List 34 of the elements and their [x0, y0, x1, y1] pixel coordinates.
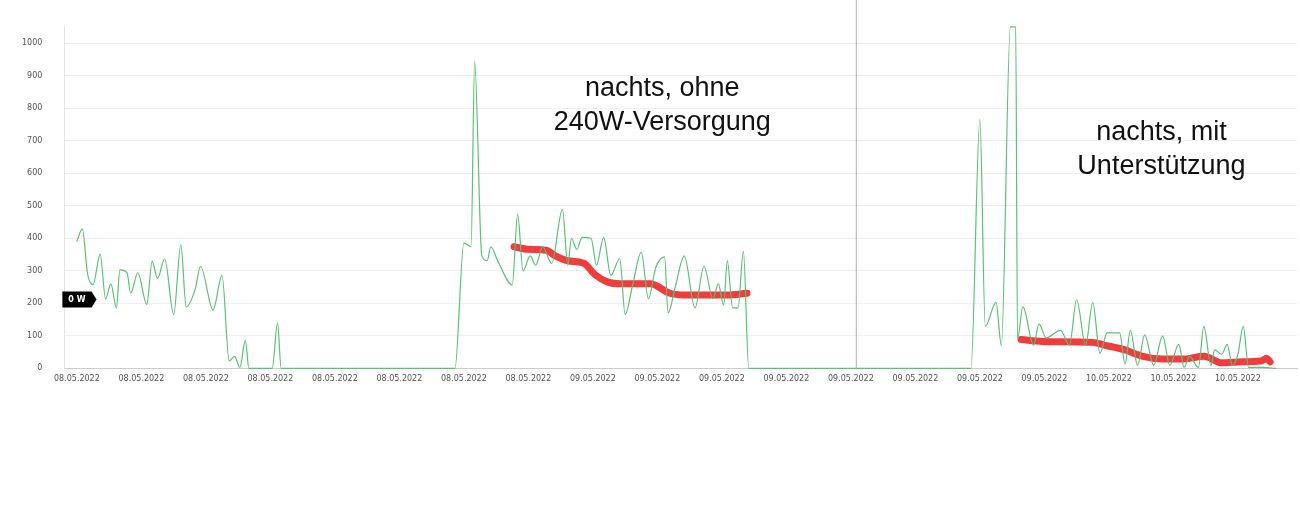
- y-tick-label: 800: [27, 103, 43, 113]
- x-tick-label: 09.05.2022: [763, 374, 810, 384]
- y-tick-label: 200: [27, 298, 43, 308]
- x-tick-label: 09.05.2022: [1021, 374, 1068, 384]
- x-tick-label: 09.05.2022: [698, 374, 745, 384]
- x-tick-label: 08.05.2022: [376, 374, 423, 384]
- y-tick-label: 900: [27, 70, 43, 80]
- x-tick-label: 09.05.2022: [569, 374, 616, 384]
- x-tick-label: 10.05.2022: [1150, 374, 1197, 384]
- annotation: nachts, mit Unterstützung: [1077, 116, 1246, 181]
- x-tick-label: 09.05.2022: [956, 374, 1003, 384]
- x-tick-label: 09.05.2022: [634, 374, 681, 384]
- x-tick-label: 08.05.2022: [53, 374, 100, 384]
- x-tick-label: 08.05.2022: [182, 374, 229, 384]
- y-tick-label: 0: [37, 363, 43, 373]
- x-tick-label: 08.05.2022: [118, 374, 165, 384]
- x-tick-label: 08.05.2022: [247, 374, 294, 384]
- y-tick-label: 700: [27, 135, 43, 145]
- x-tick-label: 10.05.2022: [1214, 374, 1261, 384]
- x-tick-label: 09.05.2022: [827, 374, 874, 384]
- y-tick-label: 100: [27, 330, 43, 340]
- y-tick-label: 600: [27, 168, 43, 178]
- annotation: 0 W: [68, 294, 86, 304]
- x-tick-label: 08.05.2022: [440, 374, 487, 384]
- line-series: [76, 26, 1277, 369]
- y-tick-label: 400: [27, 233, 43, 243]
- annotation: nachts, ohne 240W-Versorgung: [553, 71, 771, 136]
- x-tick-label: 08.05.2022: [505, 374, 552, 384]
- x-tick-label: 08.05.2022: [311, 374, 358, 384]
- x-tick-label: 10.05.2022: [1085, 374, 1132, 384]
- x-tick-label: 09.05.2022: [892, 374, 939, 384]
- y-tick-label: 1000: [22, 38, 43, 48]
- y-tick-label: 300: [27, 265, 43, 275]
- y-tick-label: 500: [27, 200, 43, 210]
